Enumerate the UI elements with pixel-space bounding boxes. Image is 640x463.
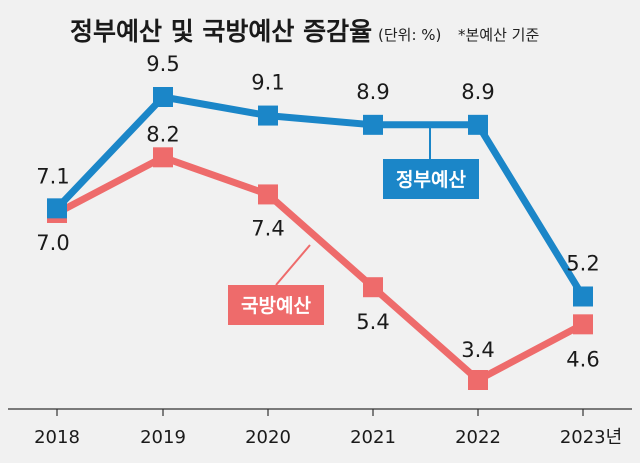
data-point-marker <box>153 87 173 107</box>
x-tick-label: 2020 <box>245 427 291 448</box>
data-label: 8.9 <box>356 80 389 104</box>
data-label: 4.6 <box>566 347 599 371</box>
chart-note: *본예산 기준 <box>458 26 539 44</box>
data-point-marker <box>468 114 488 135</box>
data-point-marker <box>363 114 383 135</box>
series-name-label: 정부예산 <box>396 169 466 191</box>
data-labels: 7.1 9.5 9.1 8.9 8.9 5.2 7.0 8.2 7.4 5.4 3.4 4.6 <box>36 52 599 371</box>
series-line-0 <box>54 93 586 299</box>
data-label: 7.1 <box>36 164 69 188</box>
data-label: 7.0 <box>36 231 69 255</box>
x-tick-label: 2021 <box>350 427 396 448</box>
series-line-1 <box>55 153 585 384</box>
x-tick-label: 2018 <box>34 427 80 448</box>
data-point-marker <box>468 370 488 390</box>
data-point-marker <box>153 147 173 168</box>
data-label: 7.4 <box>251 216 284 240</box>
x-axis: 2018 2019 2020 2021 2022 2023년 <box>8 408 632 448</box>
x-tick-label: 2023년 <box>560 427 622 448</box>
data-label: 9.1 <box>251 71 284 95</box>
data-label: 9.5 <box>146 52 179 76</box>
data-label: 8.2 <box>146 122 179 146</box>
data-point-marker <box>363 277 383 298</box>
chart-unit: (단위: %) <box>378 26 441 44</box>
data-point-marker <box>258 184 278 205</box>
data-label: 3.4 <box>461 338 494 362</box>
chart-title: 정부예산 및 국방예산 증감율 <box>70 17 372 46</box>
data-point-marker <box>573 286 593 307</box>
series-tag-box <box>228 285 324 325</box>
data-point-marker <box>47 198 67 219</box>
x-tick-label: 2019 <box>140 427 186 448</box>
data-label: 5.4 <box>356 310 389 334</box>
series-group <box>47 87 593 390</box>
x-tick-label: 2022 <box>455 427 501 448</box>
data-point-marker <box>258 105 278 126</box>
data-label: 5.2 <box>566 251 599 275</box>
data-point-marker <box>573 314 593 335</box>
series-tag-pointer <box>275 244 311 286</box>
series-tag-box <box>383 159 479 199</box>
data-label: 8.9 <box>461 80 494 104</box>
series-name-label: 국방예산 <box>241 295 311 317</box>
